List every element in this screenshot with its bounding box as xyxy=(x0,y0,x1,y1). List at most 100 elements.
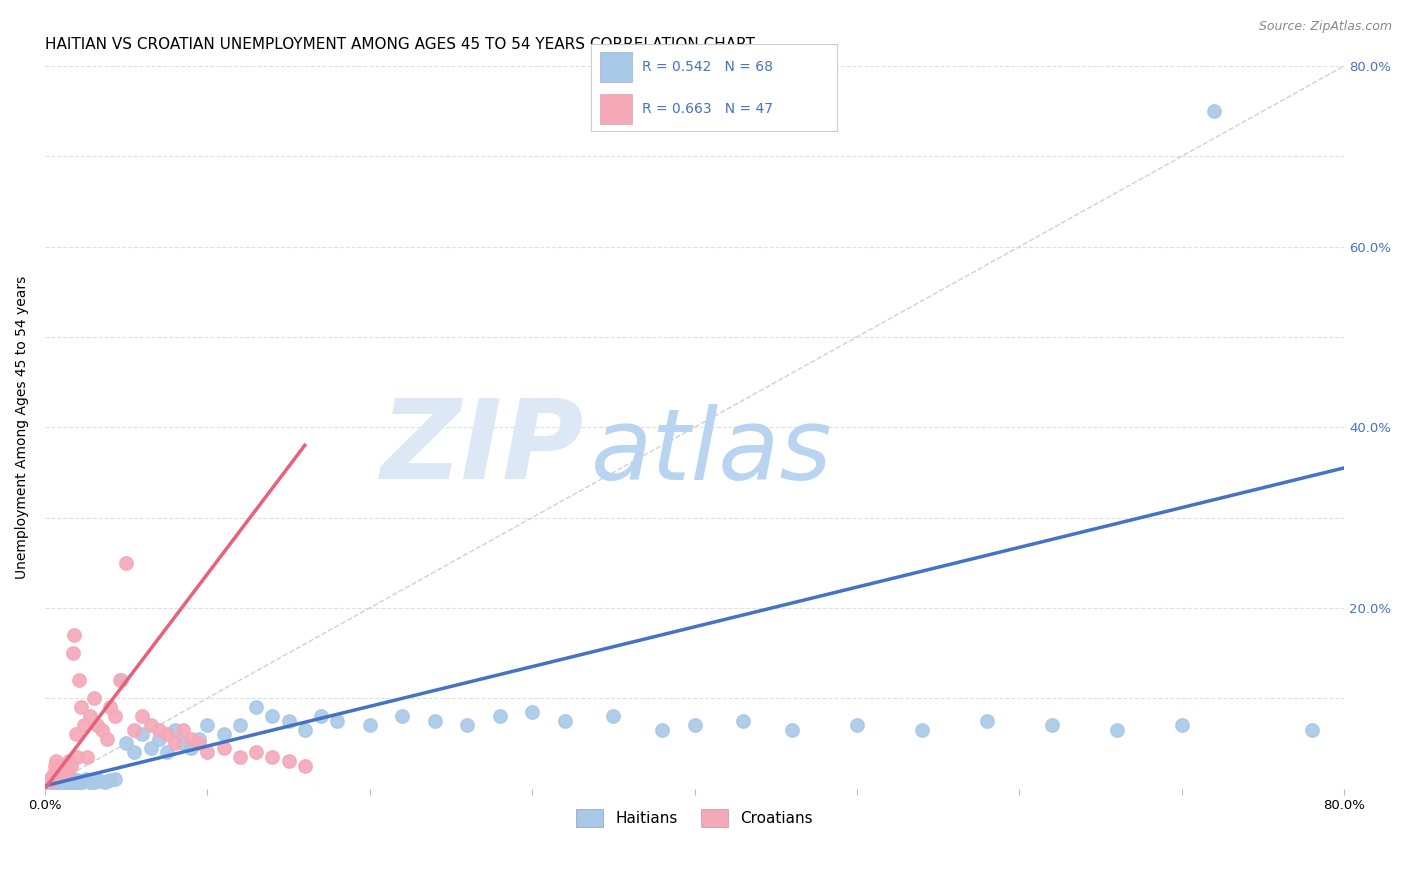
Point xyxy=(172,736,194,750)
Point xyxy=(456,718,478,732)
Point xyxy=(262,709,284,723)
Point xyxy=(69,774,91,789)
Legend: Haitians, Croatians: Haitians, Croatians xyxy=(568,801,821,835)
Text: R = 0.542   N = 68: R = 0.542 N = 68 xyxy=(643,60,773,74)
Point xyxy=(1171,718,1194,732)
Point xyxy=(683,718,706,732)
Point xyxy=(67,673,90,687)
Point xyxy=(62,646,84,660)
Point xyxy=(520,705,543,719)
Point xyxy=(163,736,186,750)
Point xyxy=(195,718,218,732)
Point xyxy=(38,772,60,787)
Point xyxy=(1204,104,1226,119)
Point xyxy=(48,759,70,773)
Point xyxy=(139,740,162,755)
Y-axis label: Unemployment Among Ages 45 to 54 years: Unemployment Among Ages 45 to 54 years xyxy=(15,276,30,579)
Point xyxy=(59,759,82,773)
Point xyxy=(51,774,73,789)
Point xyxy=(90,723,112,737)
Point xyxy=(780,723,803,737)
Point xyxy=(45,755,67,769)
Point xyxy=(42,774,65,789)
Bar xyxy=(600,94,633,124)
Point xyxy=(63,774,86,789)
Point xyxy=(245,700,267,714)
Point xyxy=(58,755,80,769)
Point xyxy=(359,718,381,732)
Point xyxy=(911,723,934,737)
Point xyxy=(115,556,138,570)
Point xyxy=(52,775,75,789)
Point xyxy=(42,768,65,782)
Text: Source: ZipAtlas.com: Source: ZipAtlas.com xyxy=(1258,20,1392,33)
Point xyxy=(188,736,211,750)
Point xyxy=(294,759,316,773)
Point xyxy=(98,773,121,788)
Point xyxy=(212,727,235,741)
Point xyxy=(309,709,332,723)
Point xyxy=(96,731,118,746)
Point xyxy=(77,774,100,789)
Point xyxy=(124,723,146,737)
Point xyxy=(277,755,299,769)
Text: atlas: atlas xyxy=(591,404,832,501)
Point xyxy=(89,774,111,789)
Point xyxy=(48,777,70,791)
Point xyxy=(148,731,170,746)
Point xyxy=(212,740,235,755)
Point xyxy=(108,673,131,687)
Point xyxy=(80,776,103,790)
Point xyxy=(326,714,349,728)
Point xyxy=(44,759,66,773)
Point xyxy=(148,723,170,737)
Point xyxy=(277,714,299,728)
Point xyxy=(65,727,87,741)
Point xyxy=(79,709,101,723)
Point xyxy=(110,673,132,687)
Point xyxy=(554,714,576,728)
Point xyxy=(53,768,76,782)
Point xyxy=(391,709,413,723)
Point xyxy=(66,750,89,764)
Point xyxy=(131,709,153,723)
Point xyxy=(62,772,84,787)
Point xyxy=(65,775,87,789)
Point xyxy=(1105,723,1128,737)
Point xyxy=(72,775,94,789)
Point xyxy=(56,764,79,778)
Point xyxy=(245,745,267,759)
Point xyxy=(163,723,186,737)
Point xyxy=(104,709,127,723)
Point xyxy=(69,700,91,714)
Point xyxy=(58,775,80,789)
Point xyxy=(180,731,202,746)
Point xyxy=(98,700,121,714)
Point xyxy=(83,691,105,706)
Bar xyxy=(600,52,633,82)
Point xyxy=(55,776,77,790)
Point xyxy=(180,740,202,755)
Point xyxy=(229,750,252,764)
Point xyxy=(294,723,316,737)
Text: HAITIAN VS CROATIAN UNEMPLOYMENT AMONG AGES 45 TO 54 YEARS CORRELATION CHART: HAITIAN VS CROATIAN UNEMPLOYMENT AMONG A… xyxy=(45,37,755,53)
Point xyxy=(156,745,179,759)
Point xyxy=(46,772,69,787)
Point xyxy=(75,772,97,787)
Point xyxy=(46,764,69,778)
Point xyxy=(156,727,179,741)
Point xyxy=(845,718,868,732)
Point xyxy=(44,776,66,790)
Point xyxy=(733,714,755,728)
Point xyxy=(76,750,98,764)
Point xyxy=(56,774,79,789)
Point xyxy=(423,714,446,728)
Point xyxy=(488,709,510,723)
Point xyxy=(41,774,63,789)
Point xyxy=(73,718,96,732)
Point xyxy=(84,773,107,788)
Point xyxy=(59,776,82,790)
Point xyxy=(55,759,77,773)
Point xyxy=(45,775,67,789)
Point xyxy=(51,768,73,782)
